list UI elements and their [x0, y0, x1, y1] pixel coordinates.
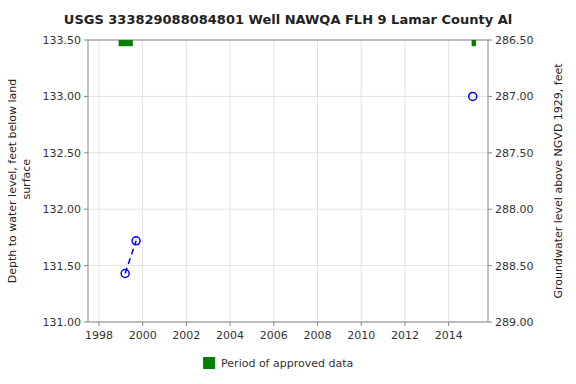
- legend-label: Period of approved data: [221, 357, 353, 370]
- y-tick-label: 132.50: [43, 147, 82, 160]
- y-tick-label: 131.50: [43, 260, 82, 273]
- grid-line-x: [186, 40, 187, 322]
- y2-tick-label: 287.00: [495, 90, 534, 103]
- x-tick-label: 1998: [85, 329, 113, 342]
- y2-tick-label: 288.50: [495, 260, 534, 273]
- x-tick: [361, 322, 362, 326]
- y-axis: 131.00 131.50 132.00 132.50 133.00 133.50: [43, 34, 89, 329]
- y2-tick: [488, 96, 492, 97]
- marks: [119, 40, 477, 277]
- grid-line-x: [317, 40, 318, 322]
- grid-line-x: [448, 40, 449, 322]
- y2-tick: [488, 152, 492, 153]
- chart-title: USGS 333829088084801 Well NAWQA FLH 9 La…: [64, 12, 512, 27]
- y-tick: [84, 40, 88, 41]
- y2-tick-label: 286.50: [495, 34, 534, 47]
- x-tick: [273, 322, 274, 326]
- x-tick: [448, 322, 449, 326]
- x-tick: [317, 322, 318, 326]
- x-axis: 1998 2000 2002 2004 2006 2008 2010 2012 2014: [85, 322, 463, 342]
- x-tick: [142, 322, 143, 326]
- y2-tick-label: 287.50: [495, 147, 534, 160]
- grid: [88, 40, 488, 322]
- y2-tick: [488, 209, 492, 210]
- y-tick: [84, 322, 88, 323]
- x-tick-label: 2012: [391, 329, 419, 342]
- x-tick-label: 2010: [347, 329, 375, 342]
- y-tick-label: 132.00: [43, 203, 82, 216]
- x-tick-label: 2014: [435, 329, 463, 342]
- grid-line-x: [142, 40, 143, 322]
- x-tick: [404, 322, 405, 326]
- grid-line-x: [404, 40, 405, 322]
- legend: Period of approved data: [203, 357, 353, 370]
- y-axis-label-line: surface: [20, 159, 33, 203]
- grid-line-y: [88, 152, 488, 153]
- data-point: [121, 269, 129, 277]
- x-tick: [230, 322, 231, 326]
- legend-swatch: [203, 357, 215, 369]
- y-tick: [84, 265, 88, 266]
- grid-line-x: [361, 40, 362, 322]
- y2-tick: [488, 40, 492, 41]
- x-tick-label: 2004: [216, 329, 244, 342]
- y-axis-label: Depth to water level, feet below land su…: [6, 79, 33, 284]
- y-tick: [84, 96, 88, 97]
- x-tick-label: 2002: [172, 329, 200, 342]
- approved-period-bar: [472, 40, 476, 46]
- y2-tick: [488, 322, 492, 323]
- grid-line-x: [230, 40, 231, 322]
- series-line: [125, 241, 136, 274]
- y2-tick: [488, 265, 492, 266]
- y-tick-label: 133.00: [43, 90, 82, 103]
- x-tick: [186, 322, 187, 326]
- y-tick: [84, 209, 88, 210]
- y-tick-label: 131.00: [43, 316, 82, 329]
- grid-line-x: [98, 40, 99, 322]
- y2-tick-label: 288.00: [495, 203, 534, 216]
- y-axis-label-line: Depth to water level, feet below land: [6, 79, 19, 284]
- y2-tick-label: 289.00: [495, 316, 534, 329]
- x-tick-label: 2008: [304, 329, 332, 342]
- x-tick-label: 2006: [260, 329, 288, 342]
- x-tick-label: 2000: [129, 329, 157, 342]
- y-tick-label: 133.50: [43, 34, 82, 47]
- chart: 1998 2000 2002 2004 2006 2008 2010 2012 2014 131.…: [0, 0, 576, 384]
- data-point: [132, 237, 140, 245]
- grid-line-y: [88, 209, 488, 210]
- y2-axis-label: Groundwater level above NGVD 1929, feet: [552, 63, 565, 299]
- y-tick: [84, 152, 88, 153]
- grid-line-y: [88, 96, 488, 97]
- plot-frame: [88, 40, 488, 322]
- x-tick: [98, 322, 99, 326]
- y2-axis: 289.00 288.50 288.00 287.50 287.00 286.50: [488, 34, 534, 329]
- grid-line-x: [273, 40, 274, 322]
- approved-period-bar: [119, 40, 133, 46]
- grid-line-y: [88, 265, 488, 266]
- data-point: [469, 92, 477, 100]
